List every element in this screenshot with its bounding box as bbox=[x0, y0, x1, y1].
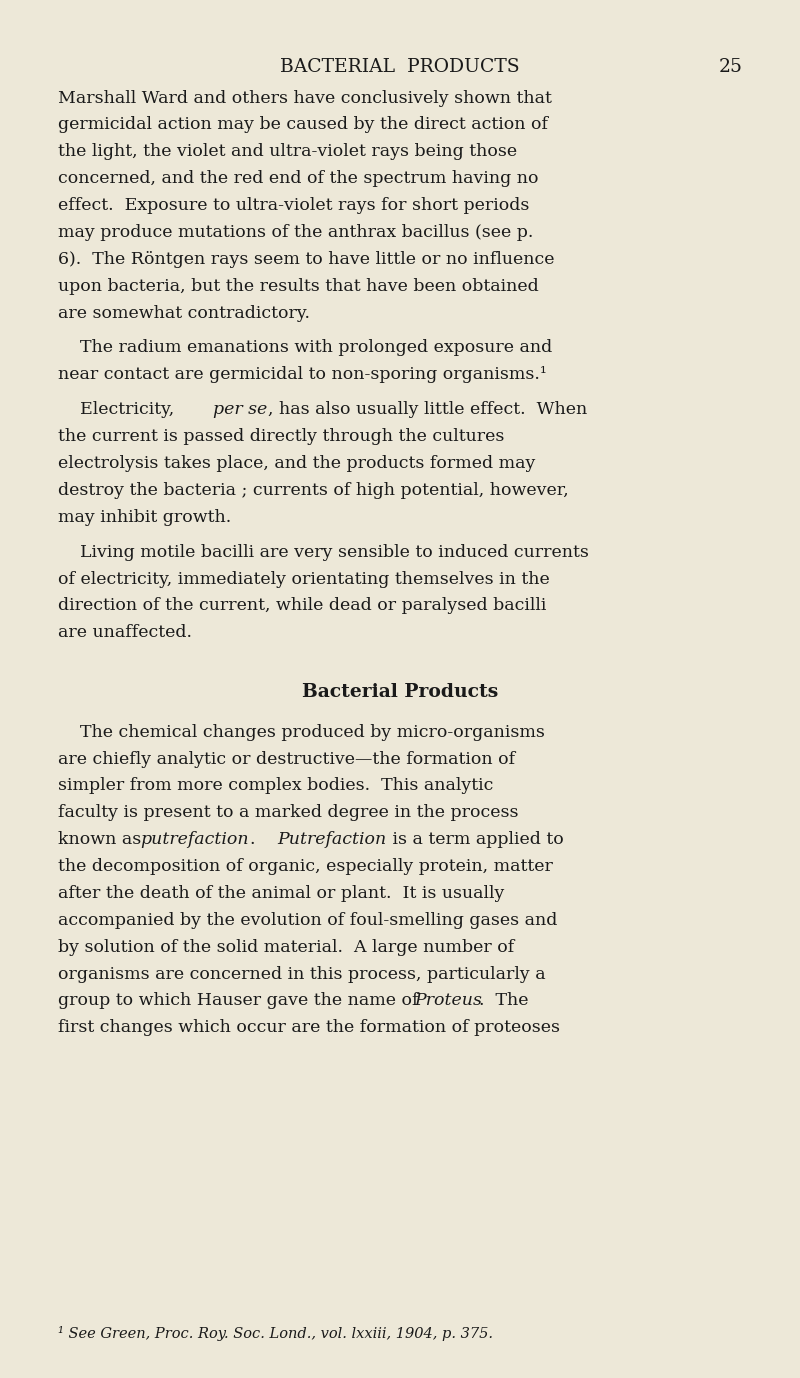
Text: are chiefly analytic or destructive—the formation of: are chiefly analytic or destructive—the … bbox=[58, 751, 514, 768]
Text: Marshall Ward and others have conclusively shown that: Marshall Ward and others have conclusive… bbox=[58, 90, 551, 106]
Text: are unaffected.: are unaffected. bbox=[58, 624, 192, 641]
Text: per se: per se bbox=[214, 401, 267, 419]
Text: .  The: . The bbox=[479, 992, 528, 1010]
Text: Bacterial Products: Bacterial Products bbox=[302, 683, 498, 701]
Text: putrefaction: putrefaction bbox=[140, 831, 249, 849]
Text: germicidal action may be caused by the direct action of: germicidal action may be caused by the d… bbox=[58, 117, 547, 134]
Text: electrolysis takes place, and the products formed may: electrolysis takes place, and the produc… bbox=[58, 455, 535, 473]
Text: concerned, and the red end of the spectrum having no: concerned, and the red end of the spectr… bbox=[58, 169, 538, 187]
Text: faculty is present to a marked degree in the process: faculty is present to a marked degree in… bbox=[58, 805, 518, 821]
Text: upon bacteria, but the results that have been obtained: upon bacteria, but the results that have… bbox=[58, 277, 538, 295]
Text: Putrefaction: Putrefaction bbox=[278, 831, 386, 849]
Text: are somewhat contradictory.: are somewhat contradictory. bbox=[58, 305, 310, 321]
Text: Electricity,: Electricity, bbox=[58, 401, 179, 419]
Text: after the death of the animal or plant.  It is usually: after the death of the animal or plant. … bbox=[58, 885, 504, 903]
Text: near contact are germicidal to non-sporing organisms.¹: near contact are germicidal to non-spori… bbox=[58, 367, 546, 383]
Text: simpler from more complex bodies.  This analytic: simpler from more complex bodies. This a… bbox=[58, 777, 493, 795]
Text: of electricity, immediately orientating themselves in the: of electricity, immediately orientating … bbox=[58, 570, 550, 587]
Text: first changes which occur are the formation of proteoses: first changes which occur are the format… bbox=[58, 1020, 560, 1036]
Text: , has also usually little effect.  When: , has also usually little effect. When bbox=[268, 401, 587, 419]
Text: the current is passed directly through the cultures: the current is passed directly through t… bbox=[58, 429, 504, 445]
Text: is a term applied to: is a term applied to bbox=[387, 831, 564, 849]
Text: The chemical changes produced by micro-organisms: The chemical changes produced by micro-o… bbox=[58, 723, 545, 741]
Text: 25: 25 bbox=[718, 58, 742, 76]
Text: accompanied by the evolution of foul-smelling gases and: accompanied by the evolution of foul-sme… bbox=[58, 912, 557, 929]
Text: organisms are concerned in this process, particularly a: organisms are concerned in this process,… bbox=[58, 966, 546, 983]
Text: Proteus: Proteus bbox=[414, 992, 482, 1010]
Text: the light, the violet and ultra-violet rays being those: the light, the violet and ultra-violet r… bbox=[58, 143, 517, 160]
Text: The radium emanations with prolonged exposure and: The radium emanations with prolonged exp… bbox=[58, 339, 552, 357]
Text: by solution of the solid material.  A large number of: by solution of the solid material. A lar… bbox=[58, 938, 514, 956]
Text: ¹ See Green, Proc. Roy. Soc. Lond., vol. lxxiii, 1904, p. 375.: ¹ See Green, Proc. Roy. Soc. Lond., vol.… bbox=[58, 1326, 493, 1341]
Text: Living motile bacilli are very sensible to induced currents: Living motile bacilli are very sensible … bbox=[58, 544, 589, 561]
Text: may inhibit growth.: may inhibit growth. bbox=[58, 508, 231, 526]
Text: effect.  Exposure to ultra-violet rays for short periods: effect. Exposure to ultra-violet rays fo… bbox=[58, 197, 529, 214]
Text: the decomposition of organic, especially protein, matter: the decomposition of organic, especially… bbox=[58, 858, 553, 875]
Text: destroy the bacteria ; currents of high potential, however,: destroy the bacteria ; currents of high … bbox=[58, 482, 568, 499]
Text: direction of the current, while dead or paralysed bacilli: direction of the current, while dead or … bbox=[58, 598, 546, 615]
Text: BACTERIAL  PRODUCTS: BACTERIAL PRODUCTS bbox=[280, 58, 520, 76]
Text: group to which Hauser gave the name of: group to which Hauser gave the name of bbox=[58, 992, 424, 1010]
Text: known as: known as bbox=[58, 831, 146, 849]
Text: .: . bbox=[250, 831, 266, 849]
Text: 6).  The Röntgen rays seem to have little or no influence: 6). The Röntgen rays seem to have little… bbox=[58, 251, 554, 267]
Text: may produce mutations of the anthrax bacillus (see p.: may produce mutations of the anthrax bac… bbox=[58, 223, 533, 241]
